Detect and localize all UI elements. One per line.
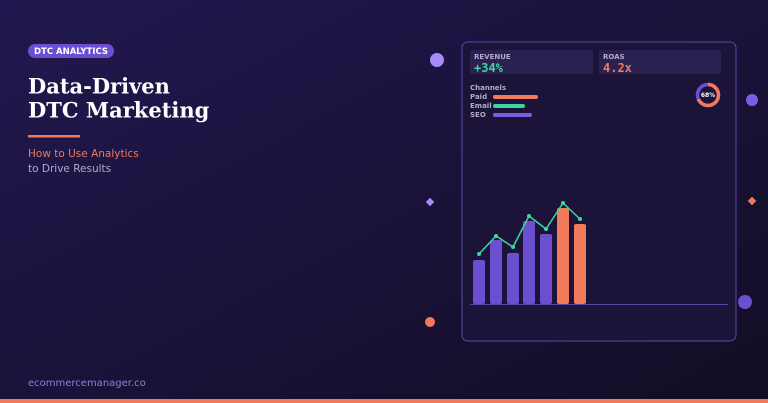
deco-dot (738, 295, 752, 309)
channel-label: SEO (470, 111, 486, 119)
channels-title: Channels (470, 84, 506, 92)
mini-bar (574, 224, 586, 304)
mini-point (494, 234, 498, 238)
mini-bar (540, 234, 552, 304)
kpi-label: REVENUE (474, 53, 511, 61)
mini-bar (507, 253, 519, 304)
title-line: DTC Marketing (28, 98, 210, 123)
badge-bg (28, 44, 114, 58)
deco-dot (746, 94, 758, 106)
mini-bar (490, 240, 502, 304)
channel-label: Paid (470, 93, 487, 101)
bottom-strip (0, 399, 768, 403)
kpi-card (470, 50, 593, 74)
channel-bar (493, 104, 525, 108)
mini-point (561, 201, 565, 205)
mini-bar (523, 221, 535, 304)
mini-points (477, 201, 582, 256)
channel-bar (493, 113, 532, 117)
deco-dot (425, 317, 435, 327)
kpi-card (599, 50, 721, 74)
mini-bar (557, 208, 569, 304)
kpi-value: 4.2x (603, 61, 632, 75)
title-line: Data-Driven (28, 74, 170, 99)
kpi-label: ROAS (603, 53, 625, 61)
donut-arc (695, 82, 721, 108)
deco-diamond (425, 197, 435, 207)
channel-bar (493, 95, 538, 99)
kpi-value: +34% (474, 61, 504, 75)
subtitle-line: How to Use Analytics (28, 148, 139, 160)
mini-point (477, 252, 481, 256)
channel-label: Email (470, 102, 492, 110)
badge: DTC ANALYTICS (34, 47, 108, 57)
mini-point (511, 245, 515, 249)
mini-point (527, 214, 531, 218)
donut-label: 68% (701, 92, 715, 99)
deco-dot (430, 53, 444, 67)
mini-point (544, 227, 548, 231)
subtitle-line: to Drive Results (28, 163, 111, 175)
footer: ecommercemanager.co (28, 378, 146, 389)
mini-chart (470, 201, 728, 305)
divider (28, 135, 80, 138)
mini-point (578, 217, 582, 221)
mini-bar (473, 260, 485, 304)
